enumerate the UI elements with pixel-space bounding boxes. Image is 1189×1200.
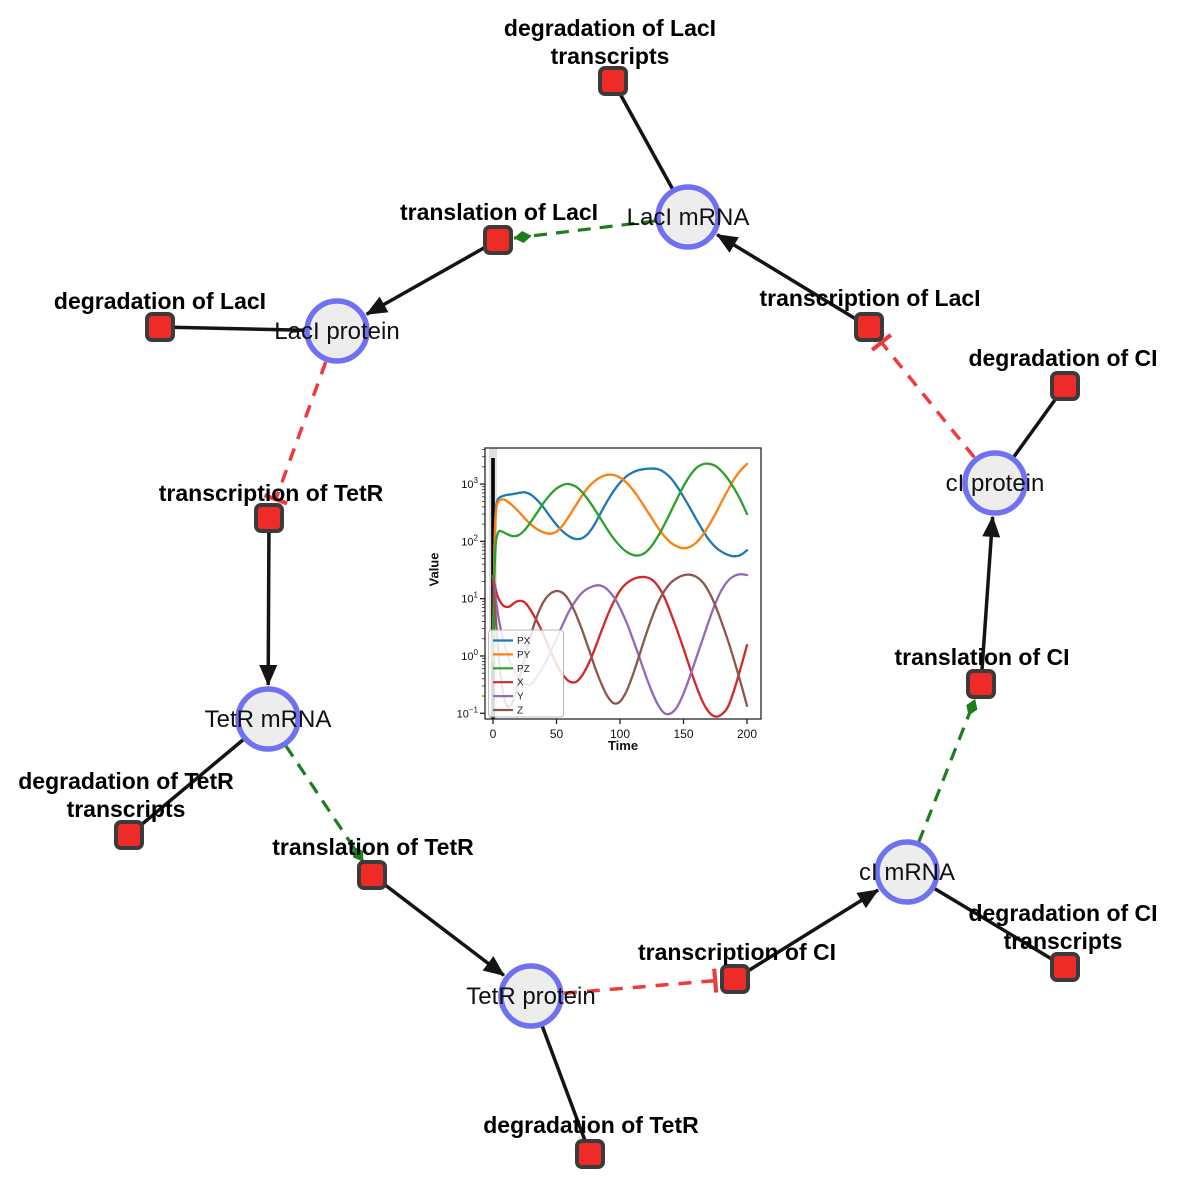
legend-label-PY: PY bbox=[517, 650, 531, 661]
reaction-label-transcription-tetr-line0: transcription of TetR bbox=[159, 480, 384, 506]
species-node-tetr-protein[interactable] bbox=[498, 963, 564, 1029]
series-PX bbox=[491, 467, 749, 663]
reaction-label-translation-ci-line0: translation of CI bbox=[894, 644, 1069, 670]
reaction-label-deg-laci-transcripts-line1: transcripts bbox=[551, 43, 670, 69]
reaction-node-transcription-laci[interactable] bbox=[854, 312, 884, 342]
reaction-node-deg-ci-transcripts[interactable] bbox=[1050, 952, 1080, 982]
edge-product-transcription-laci-laci-mrna bbox=[716, 233, 870, 329]
reaction-label-deg-tetr-transcripts-line0: degradation of TetR bbox=[18, 768, 234, 794]
axes-ticks: 0 50 100 150 200 103 102 101 100 10−1 bbox=[457, 449, 757, 741]
edge-modifier-tetr-mrna-translation-tetr bbox=[284, 744, 365, 863]
reaction-label-translation-laci-line0: translation of LacI bbox=[400, 199, 598, 225]
reaction-node-deg-laci-transcripts[interactable] bbox=[598, 66, 628, 96]
reaction-node-transcription-tetr[interactable] bbox=[254, 503, 284, 533]
plot-border bbox=[484, 447, 762, 720]
edge-product-transcription-ci-ci-mrna bbox=[734, 888, 880, 981]
timecourse-chart: 0 50 100 150 200 103 102 101 100 10−1 PX PY PZ XYZ bbox=[457, 447, 762, 741]
reaction-label-deg-laci-line0: degradation of LacI bbox=[54, 288, 266, 314]
species-label-tetr-protein: TetR protein bbox=[466, 983, 595, 1010]
x-axis-label: Time bbox=[607, 738, 639, 753]
edge-modifier-ci-mrna-translation-ci bbox=[917, 698, 978, 843]
species-label-tetr-mrna: TetR mRNA bbox=[205, 706, 332, 733]
x-tick-label: 0 bbox=[490, 727, 497, 741]
species-node-ci-protein[interactable] bbox=[962, 450, 1028, 516]
reaction-label-deg-laci-transcripts-line0: degradation of LacI bbox=[504, 15, 716, 41]
edge-inhibitor-laci-protein-transcription-tetr bbox=[263, 361, 328, 506]
legend-label-PZ: PZ bbox=[517, 664, 530, 675]
edge-product-translation-ci-ci-protein bbox=[979, 515, 1001, 685]
series-X bbox=[491, 574, 749, 718]
timecourse-plot: 0 50 100 150 200 103 102 101 100 10−1 PX PY PZ X Y Z bbox=[420, 428, 782, 778]
edge-inhibitor-tetr-protein-transcription-ci bbox=[563, 968, 719, 996]
reaction-node-deg-laci[interactable] bbox=[145, 312, 175, 342]
x-tick-label: 150 bbox=[674, 727, 694, 741]
species-node-laci-protein[interactable] bbox=[304, 298, 370, 364]
edge-product-translation-laci-laci-protein bbox=[365, 238, 499, 316]
reaction-label-deg-tetr-line0: degradation of TetR bbox=[483, 1112, 699, 1138]
legend-label-X: X bbox=[517, 678, 524, 689]
reaction-label-deg-ci-transcripts-line0: degradation of CI bbox=[968, 900, 1157, 926]
y-tick-label: 100 bbox=[461, 648, 478, 663]
x-tick-label: 50 bbox=[550, 727, 564, 741]
reaction-label-deg-ci-transcripts-line1: transcripts bbox=[1004, 928, 1123, 954]
x-tick-label: 200 bbox=[737, 727, 757, 741]
species-node-laci-mrna[interactable] bbox=[655, 184, 721, 250]
edge-product-transcription-tetr-tetr-mrna bbox=[259, 517, 278, 687]
reaction-label-translation-tetr-line0: translation of TetR bbox=[272, 834, 474, 860]
series-PY bbox=[491, 462, 749, 663]
x-tick-label: 100 bbox=[610, 727, 630, 741]
reaction-label-deg-tetr-transcripts-line1: transcripts bbox=[67, 796, 186, 822]
species-label-laci-mrna: LacI mRNA bbox=[627, 204, 750, 231]
species-label-ci-mrna: cI mRNA bbox=[859, 859, 955, 886]
reaction-label-transcription-laci-line0: transcription of LacI bbox=[759, 285, 980, 311]
reaction-node-deg-tetr-transcripts[interactable] bbox=[114, 820, 144, 850]
chart-legend: PX PY PZ XYZ bbox=[488, 629, 564, 718]
reaction-node-translation-laci[interactable] bbox=[483, 225, 513, 255]
y-tick-label: 10−1 bbox=[457, 705, 479, 720]
nodes-layer bbox=[114, 66, 1080, 1169]
reaction-node-deg-tetr[interactable] bbox=[575, 1139, 605, 1169]
legend-label-Z: Z bbox=[517, 706, 523, 717]
legend-label-PX: PX bbox=[517, 636, 531, 647]
edges-layer bbox=[127, 80, 1067, 1155]
edge-modifier-laci-mrna-translation-laci bbox=[513, 219, 657, 243]
y-tick-label: 101 bbox=[461, 591, 478, 606]
edge-inhibitor-ci-protein-transcription-laci bbox=[870, 333, 976, 459]
edge-reactant-tetr-protein-deg-tetr bbox=[540, 1024, 592, 1155]
reaction-node-deg-ci[interactable] bbox=[1050, 371, 1080, 401]
species-label-laci-protein: LacI protein bbox=[274, 318, 399, 345]
y-tick-label: 103 bbox=[461, 476, 478, 491]
edge-reactant-laci-mrna-deg-laci-transcripts bbox=[611, 80, 675, 191]
species-node-tetr-mrna[interactable] bbox=[235, 686, 301, 752]
y-axis-label: Value bbox=[426, 552, 442, 587]
reaction-node-transcription-ci[interactable] bbox=[720, 964, 750, 994]
edge-reactant-tetr-mrna-deg-tetr-transcripts bbox=[127, 737, 246, 837]
reaction-label-transcription-ci-line0: transcription of CI bbox=[638, 939, 836, 965]
edge-reactant-laci-protein-deg-laci bbox=[159, 325, 307, 333]
legend-label-Y: Y bbox=[517, 692, 524, 703]
edge-product-translation-tetr-tetr-protein bbox=[370, 873, 506, 977]
reaction-node-translation-ci[interactable] bbox=[966, 669, 996, 699]
series-PZ bbox=[491, 462, 749, 663]
species-node-ci-mrna[interactable] bbox=[874, 839, 940, 905]
reaction-label-deg-ci-line0: degradation of CI bbox=[968, 345, 1157, 371]
labels-layer: LacI mRNA LacI protein TetR mRNA TetR prote… bbox=[18, 15, 1157, 1138]
y-tick-label: 102 bbox=[461, 533, 478, 548]
edge-reactant-ci-mrna-deg-ci-transcripts bbox=[932, 886, 1066, 969]
species-label-ci-protein: cI protein bbox=[946, 470, 1045, 497]
reaction-node-translation-tetr[interactable] bbox=[357, 860, 387, 890]
